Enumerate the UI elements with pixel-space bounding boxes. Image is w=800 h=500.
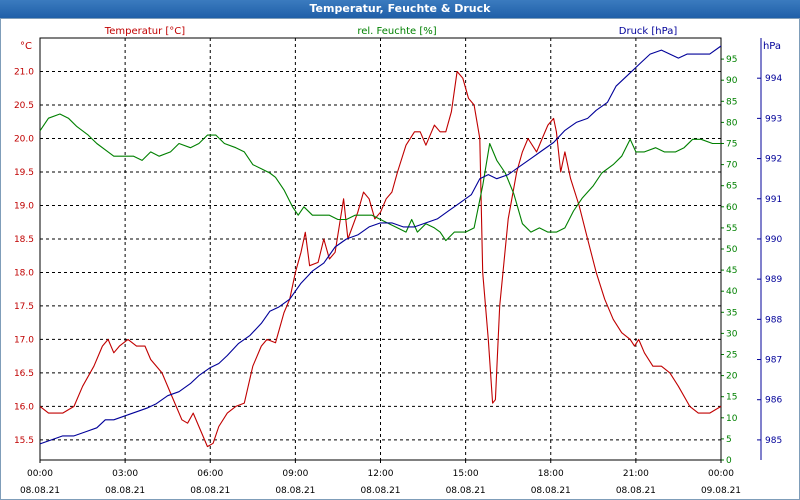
- x-tick-time: 00:00: [708, 469, 734, 479]
- humidity-tick-label: 80: [726, 118, 738, 128]
- pressure-tick-label: 994: [765, 74, 782, 84]
- pressure-tick-label: 985: [765, 436, 782, 446]
- x-tick-date: 08.08.21: [616, 486, 656, 496]
- series: [39, 45, 722, 448]
- humidity-tick-label: 50: [726, 245, 738, 255]
- humidity-axis-label: rel. Feuchte [%]: [357, 26, 436, 37]
- x-tick-time: 15:00: [453, 469, 479, 479]
- pressure-unit-label: hPa: [763, 41, 781, 52]
- temperature-tick-label: 19.0: [14, 201, 34, 211]
- humidity-tick-label: 75: [726, 140, 737, 150]
- temperature-tick-label: 20.5: [14, 101, 34, 111]
- humidity-tick-label: 45: [726, 266, 737, 276]
- plot-area-border: [39, 37, 722, 461]
- chart: °C Temperatur [°C] rel. Feuchte [%] Druc…: [14, 26, 782, 496]
- humidity-tick-label: 25: [726, 351, 737, 361]
- x-tick-date: 08.08.21: [190, 486, 230, 496]
- x-tick-date: 08.08.21: [275, 486, 315, 496]
- pressure-tick-label: 992: [765, 155, 782, 165]
- grid: [39, 38, 761, 463]
- pressure-line: [39, 45, 722, 445]
- humidity-tick-label: 55: [726, 224, 737, 234]
- x-tick-date: 09.08.21: [701, 486, 741, 496]
- temperature-tick-label: 16.5: [14, 369, 34, 379]
- humidity-tick-label: 70: [726, 161, 738, 171]
- x-tick-time: 12:00: [368, 469, 394, 479]
- temperature-line: [39, 70, 722, 448]
- x-tick-date: 08.08.21: [105, 486, 145, 496]
- window-title: Temperatur, Feuchte & Druck: [0, 0, 800, 18]
- pressure-tick-label: 986: [765, 396, 782, 406]
- temperature-tick-label: 15.5: [14, 436, 34, 446]
- temperature-tick-label: 18.0: [14, 268, 34, 278]
- humidity-line: [39, 113, 721, 242]
- temperature-axis-label: Temperatur [°C]: [104, 26, 185, 37]
- x-tick-time: 03:00: [112, 469, 138, 479]
- pressure-tick-label: 990: [765, 235, 782, 245]
- temperature-tick-label: 19.5: [14, 168, 34, 178]
- temperature-tick-label: 17.0: [14, 335, 34, 345]
- x-tick-date: 08.08.21: [360, 486, 400, 496]
- humidity-tick-label: 5: [726, 435, 732, 445]
- temperature-unit-label: °C: [20, 41, 32, 52]
- pressure-tick-label: 991: [765, 195, 782, 205]
- humidity-tick-label: 0: [726, 456, 732, 466]
- pressure-tick-label: 989: [765, 275, 782, 285]
- humidity-tick-label: 90: [726, 76, 738, 86]
- humidity-tick-label: 60: [726, 203, 738, 213]
- temperature-tick-label: 16.0: [14, 402, 34, 412]
- chart-frame: [0, 18, 800, 500]
- x-tick-date: 08.08.21: [20, 486, 60, 496]
- humidity-tick-label: 95: [726, 55, 737, 65]
- x-tick-time: 00:00: [27, 469, 53, 479]
- humidity-tick-label: 30: [726, 329, 738, 339]
- x-tick-time: 09:00: [282, 469, 308, 479]
- x-tick-time: 21:00: [623, 469, 649, 479]
- humidity-tick-label: 20: [726, 372, 738, 382]
- pressure-axis-label: Druck [hPa]: [619, 26, 678, 37]
- temperature-tick-label: 17.5: [14, 302, 34, 312]
- humidity-tick-label: 65: [726, 182, 737, 192]
- humidity-tick-label: 35: [726, 308, 737, 318]
- x-tick-time: 06:00: [197, 469, 223, 479]
- temperature-tick-label: 18.5: [14, 235, 34, 245]
- pressure-tick-label: 988: [765, 315, 782, 325]
- pressure-tick-label: 987: [765, 356, 782, 366]
- x-tick-date: 08.08.21: [446, 486, 486, 496]
- pressure-tick-label: 993: [765, 114, 782, 124]
- humidity-tick-label: 40: [726, 287, 738, 297]
- humidity-tick-label: 10: [726, 414, 738, 424]
- x-tick-time: 18:00: [538, 469, 564, 479]
- humidity-tick-label: 85: [726, 97, 737, 107]
- humidity-tick-label: 15: [726, 393, 737, 403]
- temperature-tick-label: 20.0: [14, 134, 34, 144]
- temperature-tick-label: 21.0: [14, 67, 34, 77]
- tick-labels: 00:00 08.08.21 03:00 08.08.21 06:00 08.08.21 0…: [14, 55, 782, 496]
- x-tick-date: 08.08.21: [531, 486, 571, 496]
